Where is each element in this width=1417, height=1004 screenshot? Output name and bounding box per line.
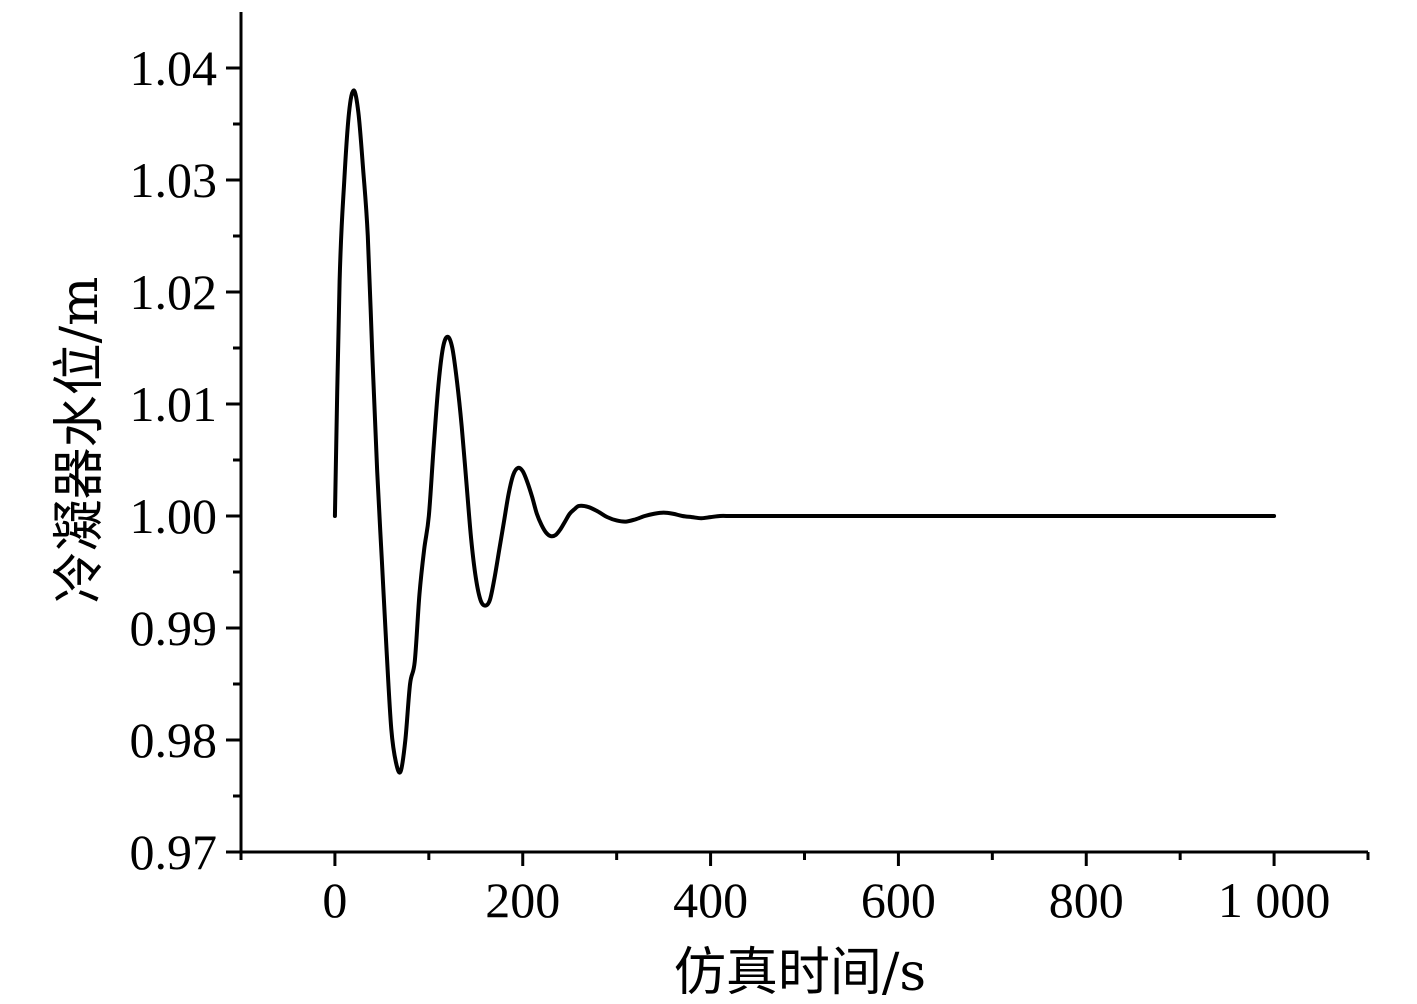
axes: 0.97 0.98 0.99 1.00 1.01 1.02 1.03 1.04 0 200 400 6… bbox=[130, 12, 1370, 928]
x-tick-label: 600 bbox=[861, 872, 936, 928]
x-axis-title: 仿真时间/s bbox=[674, 943, 926, 1003]
y-tick-label: 1.02 bbox=[130, 264, 218, 320]
y-tick-label: 0.97 bbox=[130, 824, 218, 880]
y-tick-label: 0.98 bbox=[130, 712, 218, 768]
y-tick-label: 1.00 bbox=[130, 488, 218, 544]
x-tick-label: 0 bbox=[322, 872, 347, 928]
x-tick-label: 800 bbox=[1049, 872, 1124, 928]
series-line bbox=[332, 88, 1277, 775]
y-tick-label: 0.99 bbox=[130, 600, 218, 656]
y-tick-label: 1.03 bbox=[130, 152, 218, 208]
y-axis-title: 冷凝器水位/m bbox=[50, 277, 110, 604]
y-tick-label: 1.04 bbox=[130, 40, 218, 96]
x-tick-label: 1 000 bbox=[1218, 872, 1331, 928]
x-tick-label: 200 bbox=[485, 872, 560, 928]
x-tick-label: 400 bbox=[673, 872, 748, 928]
plot-area bbox=[332, 88, 1277, 775]
y-tick-label: 1.01 bbox=[130, 376, 218, 432]
